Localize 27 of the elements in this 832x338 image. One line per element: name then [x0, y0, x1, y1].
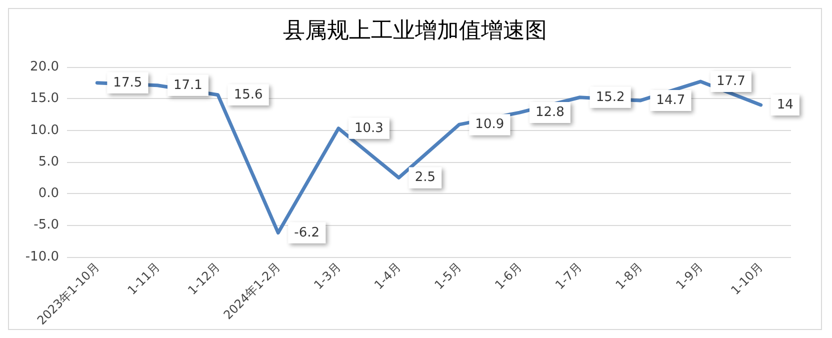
data-label: 14 — [776, 97, 794, 112]
data-label: -6.2 — [294, 225, 320, 240]
data-label: 15.6 — [234, 87, 263, 102]
x-tick-label: 1-5月 — [432, 260, 464, 292]
x-tick-label: 1-7月 — [552, 260, 585, 292]
y-tick-label: 15.0 — [30, 91, 59, 106]
x-tick-label: 1-4月 — [372, 260, 404, 292]
y-tick-label: -5.0 — [34, 218, 59, 233]
data-label: 17.1 — [174, 78, 202, 93]
y-tick-label: 5.0 — [38, 154, 59, 170]
chart-title: 县属规上工业增加值增速图 — [283, 18, 547, 44]
y-tick-label: 20.0 — [30, 60, 59, 74]
x-tick-label: 1-6月 — [492, 260, 524, 292]
data-label: 10.3 — [354, 120, 384, 136]
y-tick-label: -10.0 — [25, 249, 59, 264]
x-tick-label: 1-9月 — [673, 260, 706, 292]
data-label: 12.8 — [536, 105, 564, 120]
x-tick-label: 1-8月 — [612, 260, 646, 292]
y-tick-label: 0.0 — [38, 186, 59, 202]
data-label: 14.7 — [656, 93, 686, 108]
data-label: 17.7 — [716, 74, 746, 90]
y-tick-label: 10.0 — [30, 122, 59, 138]
data-label: 10.9 — [475, 117, 504, 132]
data-label: 15.2 — [596, 90, 625, 105]
data-label: 2.5 — [414, 170, 436, 186]
data-label: 17.5 — [113, 75, 142, 90]
x-tick-label: 1-3月 — [311, 260, 344, 292]
